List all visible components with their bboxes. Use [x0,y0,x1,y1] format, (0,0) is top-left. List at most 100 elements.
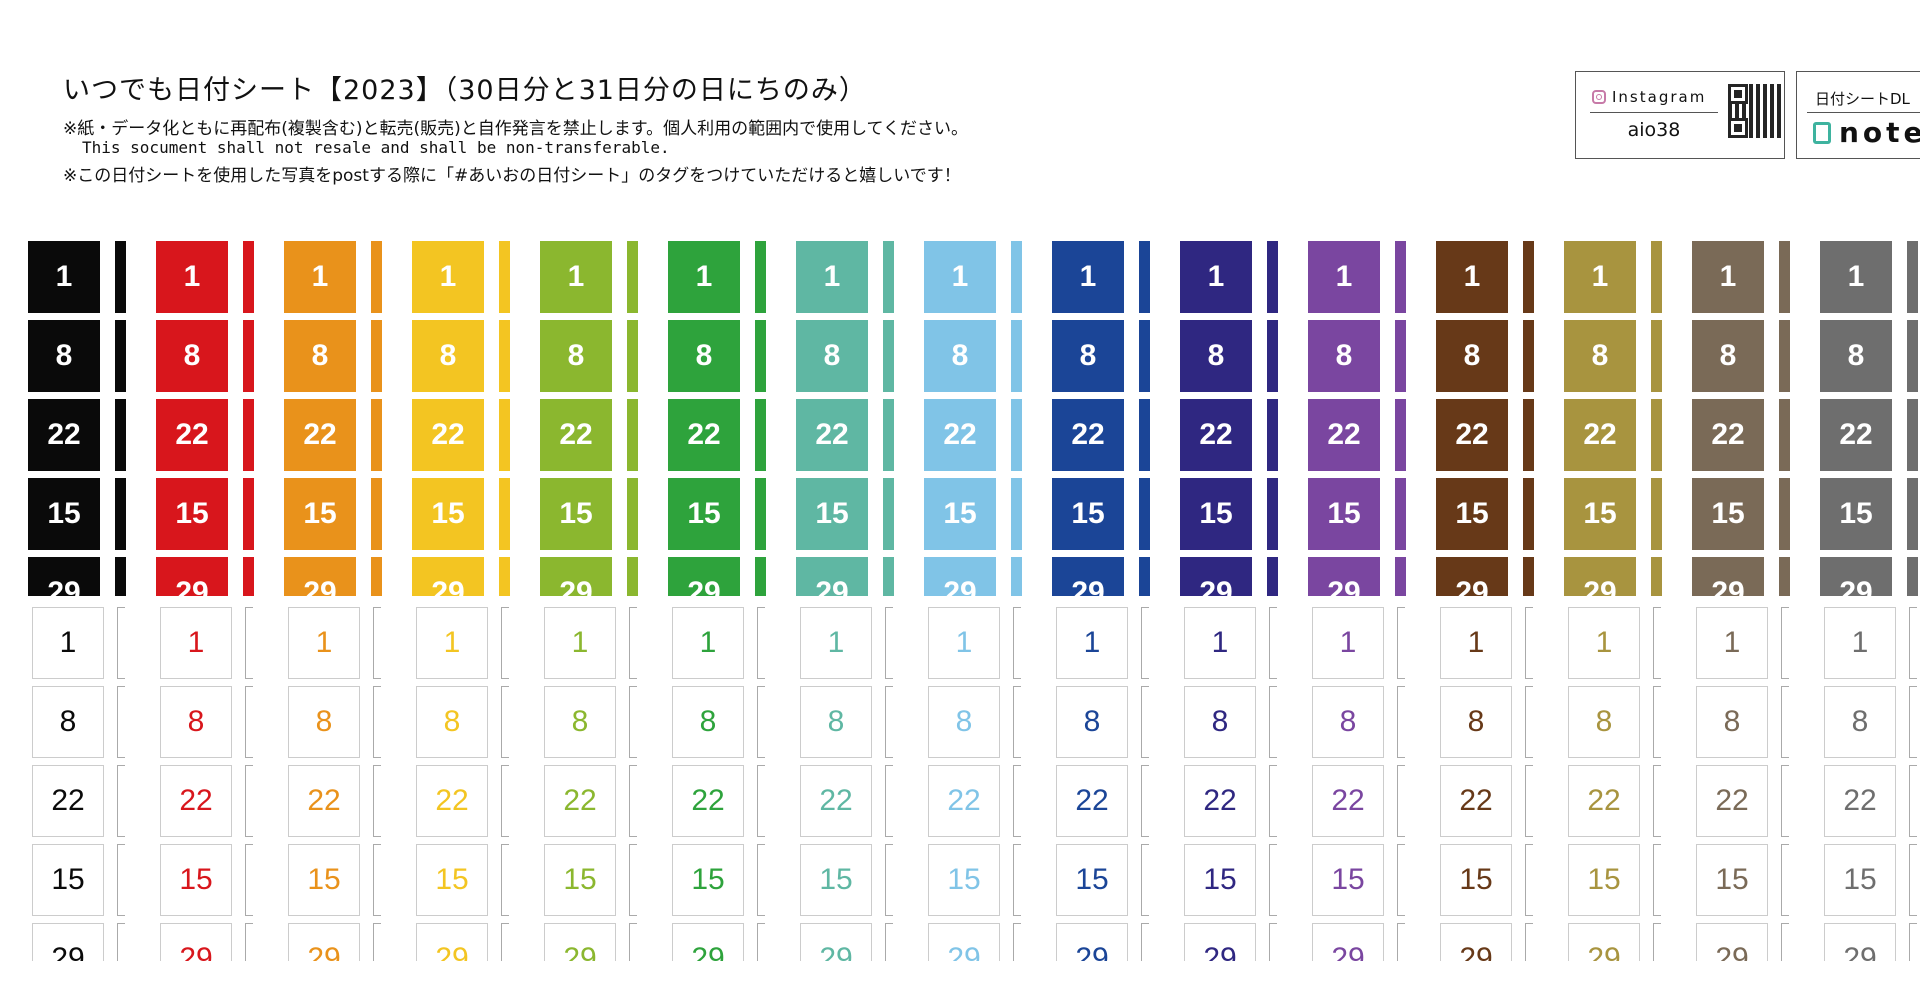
date-tile-outline[interactable]: 15 [1696,844,1768,916]
date-tile-outline[interactable]: 1 [672,607,744,679]
date-tile-outline[interactable]: 15 [288,844,360,916]
date-tile-outline[interactable]: 15 [672,844,744,916]
date-tile[interactable]: 29 [1564,557,1636,596]
date-tile-outline[interactable]: 22 [672,765,744,837]
date-tile[interactable]: 29 [156,557,228,596]
date-tile-outline[interactable]: 1 [1440,607,1512,679]
date-tile[interactable]: 29 [1436,557,1508,596]
date-tile[interactable]: 22 [1180,399,1252,471]
date-tile[interactable]: 8 [156,320,228,392]
date-tile-outline[interactable]: 1 [160,607,232,679]
date-tile-outline[interactable]: 8 [160,686,232,758]
date-tile[interactable]: 1 [1564,241,1636,313]
date-tile[interactable]: 15 [156,478,228,550]
date-tile-outline[interactable]: 15 [32,844,104,916]
date-tile[interactable]: 22 [412,399,484,471]
date-tile-outline[interactable]: 29 [800,923,872,961]
date-tile-outline[interactable]: 8 [1312,686,1384,758]
date-tile[interactable]: 15 [1820,478,1892,550]
date-tile[interactable]: 22 [284,399,356,471]
date-tile-outline[interactable]: 8 [1440,686,1512,758]
date-tile[interactable]: 29 [412,557,484,596]
date-tile-outline[interactable]: 1 [1184,607,1256,679]
date-tile[interactable]: 22 [924,399,996,471]
date-tile[interactable]: 1 [156,241,228,313]
date-tile[interactable]: 1 [1820,241,1892,313]
note-download-box[interactable]: 日付シートDL note [1796,71,1920,159]
date-tile[interactable]: 15 [284,478,356,550]
date-tile[interactable]: 1 [1692,241,1764,313]
date-tile[interactable]: 15 [412,478,484,550]
date-tile[interactable]: 29 [1180,557,1252,596]
date-tile-outline[interactable]: 29 [32,923,104,961]
date-tile[interactable]: 8 [796,320,868,392]
date-tile-outline[interactable]: 22 [288,765,360,837]
date-tile[interactable]: 22 [1308,399,1380,471]
date-tile-outline[interactable]: 29 [1056,923,1128,961]
date-tile-outline[interactable]: 29 [1440,923,1512,961]
date-tile-outline[interactable]: 22 [416,765,488,837]
date-tile[interactable]: 29 [668,557,740,596]
date-tile[interactable]: 15 [1180,478,1252,550]
date-tile[interactable]: 8 [1436,320,1508,392]
date-tile[interactable]: 15 [540,478,612,550]
date-tile[interactable]: 15 [28,478,100,550]
date-tile[interactable]: 1 [540,241,612,313]
date-tile[interactable]: 15 [1436,478,1508,550]
date-tile[interactable]: 8 [1052,320,1124,392]
date-tile-outline[interactable]: 22 [928,765,1000,837]
date-tile[interactable]: 22 [1564,399,1636,471]
date-tile-outline[interactable]: 8 [32,686,104,758]
date-tile-outline[interactable]: 8 [800,686,872,758]
date-tile[interactable]: 1 [412,241,484,313]
date-tile-outline[interactable]: 29 [672,923,744,961]
date-tile-outline[interactable]: 15 [1824,844,1896,916]
date-tile-outline[interactable]: 15 [1312,844,1384,916]
date-tile[interactable]: 8 [1308,320,1380,392]
date-tile-outline[interactable]: 15 [928,844,1000,916]
date-tile[interactable]: 8 [28,320,100,392]
date-tile-outline[interactable]: 22 [1568,765,1640,837]
date-tile-outline[interactable]: 29 [1824,923,1896,961]
date-tile-outline[interactable]: 15 [800,844,872,916]
date-tile[interactable]: 8 [540,320,612,392]
date-tile-outline[interactable]: 15 [1056,844,1128,916]
date-tile[interactable]: 29 [28,557,100,596]
date-tile[interactable]: 1 [1308,241,1380,313]
date-tile[interactable]: 22 [668,399,740,471]
date-tile[interactable]: 8 [924,320,996,392]
date-tile-outline[interactable]: 22 [160,765,232,837]
date-tile-outline[interactable]: 1 [1312,607,1384,679]
date-tile[interactable]: 22 [796,399,868,471]
date-tile-outline[interactable]: 29 [288,923,360,961]
date-tile-outline[interactable]: 1 [1056,607,1128,679]
date-tile[interactable]: 8 [412,320,484,392]
date-tile[interactable]: 29 [796,557,868,596]
date-tile-outline[interactable]: 8 [1184,686,1256,758]
date-tile-outline[interactable]: 22 [800,765,872,837]
date-tile-outline[interactable]: 29 [416,923,488,961]
date-tile[interactable]: 1 [668,241,740,313]
date-tile-outline[interactable]: 22 [1824,765,1896,837]
date-tile-outline[interactable]: 15 [416,844,488,916]
date-tile[interactable]: 15 [1052,478,1124,550]
date-tile-outline[interactable]: 22 [1184,765,1256,837]
date-tile[interactable]: 8 [1820,320,1892,392]
date-tile[interactable]: 1 [1052,241,1124,313]
date-tile-outline[interactable]: 22 [1056,765,1128,837]
date-tile[interactable]: 1 [1180,241,1252,313]
date-tile[interactable]: 29 [1692,557,1764,596]
date-tile[interactable]: 1 [1436,241,1508,313]
date-tile[interactable]: 29 [1052,557,1124,596]
date-tile[interactable]: 1 [284,241,356,313]
date-tile[interactable]: 29 [540,557,612,596]
date-tile-outline[interactable]: 29 [1696,923,1768,961]
date-tile[interactable]: 15 [1692,478,1764,550]
date-tile[interactable]: 8 [284,320,356,392]
date-tile-outline[interactable]: 1 [1568,607,1640,679]
date-tile[interactable]: 22 [1436,399,1508,471]
date-tile-outline[interactable]: 29 [1184,923,1256,961]
date-tile-outline[interactable]: 22 [1440,765,1512,837]
date-tile-outline[interactable]: 8 [1568,686,1640,758]
date-tile[interactable]: 22 [1820,399,1892,471]
